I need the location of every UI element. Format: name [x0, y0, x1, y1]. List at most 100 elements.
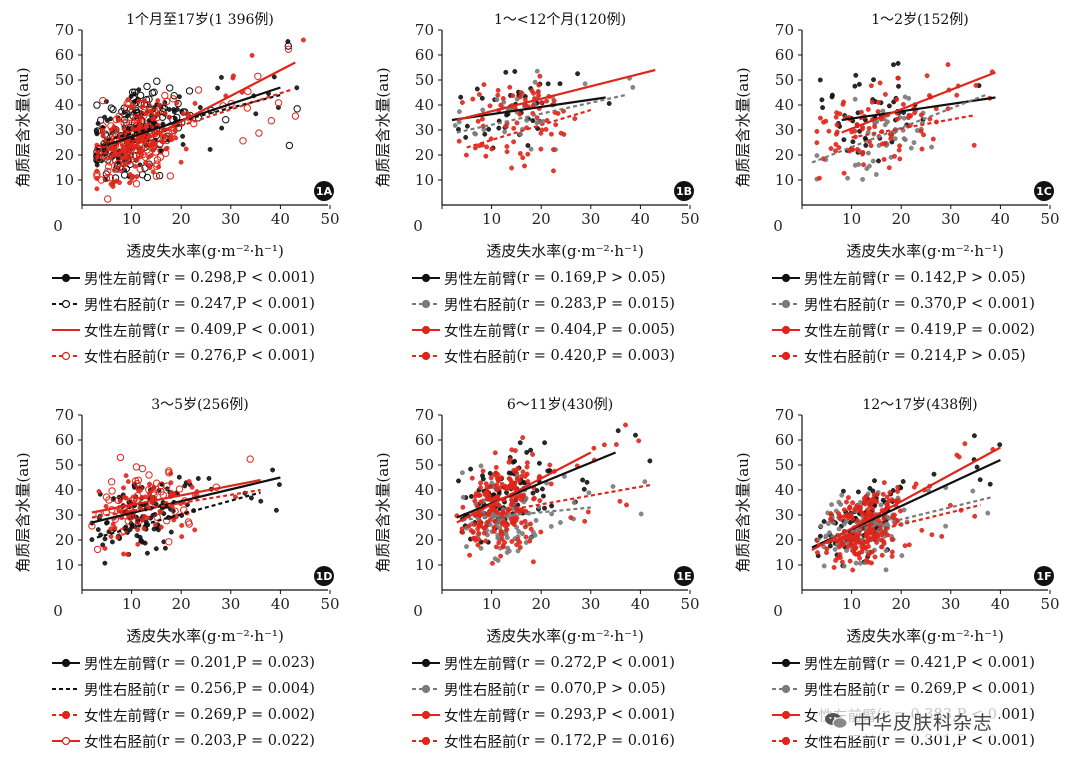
x-axis-label: 透皮失水率(g·m⁻²·h⁻¹) — [486, 242, 644, 260]
data-point — [515, 548, 521, 554]
fit-lines — [811, 71, 996, 164]
fit-line — [91, 476, 281, 524]
y-axis-label: 角质层含水量(au) — [374, 67, 392, 187]
data-point — [168, 129, 176, 138]
data-point — [218, 74, 224, 80]
y-tick-label: 60 — [55, 46, 74, 64]
legend-item: 女性右胫前 (r = 0.203,P = 0.022) — [52, 728, 357, 754]
data-point — [852, 96, 858, 102]
data-point — [551, 147, 556, 153]
data-point — [530, 529, 536, 535]
data-point — [460, 504, 466, 510]
data-point — [892, 136, 898, 142]
data-point — [545, 81, 551, 87]
data-point — [158, 113, 167, 121]
data-point — [918, 128, 924, 134]
data-point — [110, 184, 116, 189]
panel-badge-label: 1C — [1036, 185, 1052, 198]
data-point — [120, 171, 129, 179]
data-point — [496, 478, 501, 484]
data-point — [103, 503, 109, 509]
x-tick-label: 10 — [842, 595, 861, 613]
y-axis-label: 角质层含水量(au) — [374, 452, 392, 572]
data-point — [490, 506, 496, 512]
y-axis-label: 角质层含水量(au) — [734, 67, 752, 187]
data-point — [144, 550, 150, 556]
fit-lines — [106, 61, 296, 161]
data-point — [504, 550, 510, 555]
data-point — [831, 565, 837, 570]
data-point — [492, 450, 498, 456]
data-point — [494, 97, 500, 103]
data-point — [539, 486, 545, 492]
data-point — [945, 62, 951, 68]
data-point — [821, 119, 827, 125]
data-point — [169, 95, 177, 103]
legend-item: 女性右胫前 (r = 0.301,P < 0.001) — [772, 728, 1077, 754]
data-point — [538, 529, 544, 535]
data-point — [549, 511, 555, 517]
data-point — [153, 513, 161, 521]
data-point — [192, 100, 198, 106]
x-tick-label: 50 — [1040, 210, 1059, 228]
data-point — [568, 515, 574, 521]
data-point — [128, 88, 137, 96]
data-point — [132, 463, 141, 471]
data-point — [511, 522, 517, 527]
data-point — [215, 85, 221, 91]
data-point — [93, 545, 102, 554]
panel-badge-label: 1A — [316, 185, 333, 198]
data-point — [537, 498, 543, 504]
panel-badge-label: 1B — [676, 185, 692, 198]
data-point — [93, 172, 101, 181]
data-point — [886, 165, 892, 171]
data-point — [814, 153, 820, 159]
data-point — [239, 137, 247, 145]
y-axis-label: 角质层含水量(au) — [734, 452, 752, 572]
data-point — [889, 537, 895, 543]
data-point — [534, 115, 540, 121]
x-tick-label: 20 — [532, 210, 551, 228]
y-tick-label: 10 — [55, 171, 74, 189]
data-point — [870, 158, 876, 164]
data-point — [495, 557, 501, 563]
data-point — [985, 510, 991, 516]
data-point — [466, 523, 472, 529]
legend-label: 男性左前臂 — [444, 656, 517, 673]
x-tick-label: 10 — [482, 210, 501, 228]
y-tick-label: 50 — [55, 456, 74, 474]
data-point — [912, 110, 918, 116]
x-tick-label: 20 — [892, 210, 911, 228]
y-tick-label: 40 — [775, 96, 794, 114]
data-point — [109, 132, 117, 141]
data-point — [606, 101, 612, 106]
legend-item: 男性左前臂 (r = 0.201,P = 0.023) — [52, 650, 357, 676]
data-point — [175, 485, 184, 493]
data-point — [872, 554, 878, 560]
data-point — [970, 488, 976, 494]
data-point — [509, 485, 515, 491]
data-point — [879, 141, 885, 147]
data-point — [846, 537, 852, 543]
data-point — [479, 116, 485, 122]
data-point — [206, 475, 212, 481]
data-point — [516, 529, 522, 534]
data-point — [865, 106, 871, 112]
data-point — [872, 124, 878, 130]
chart-panel-1e: 6～11岁(430例) 0 10 20 30 40 50 10 20 30 40 50 60 70 透皮… — [360, 385, 720, 770]
data-point — [838, 501, 844, 507]
data-point — [878, 502, 884, 508]
data-point — [132, 163, 138, 169]
data-point — [493, 464, 499, 470]
data-point — [850, 139, 856, 145]
data-point — [294, 85, 300, 91]
data-point — [106, 174, 115, 182]
data-point — [879, 544, 885, 550]
data-point — [105, 162, 113, 171]
data-point — [850, 147, 856, 153]
data-point — [954, 92, 960, 98]
x-tick-label: 0 — [773, 602, 783, 620]
data-point — [171, 507, 179, 515]
legend-swatch — [412, 299, 440, 309]
legend-item: 男性左前臂 (r = 0.272,P < 0.001) — [412, 650, 717, 676]
